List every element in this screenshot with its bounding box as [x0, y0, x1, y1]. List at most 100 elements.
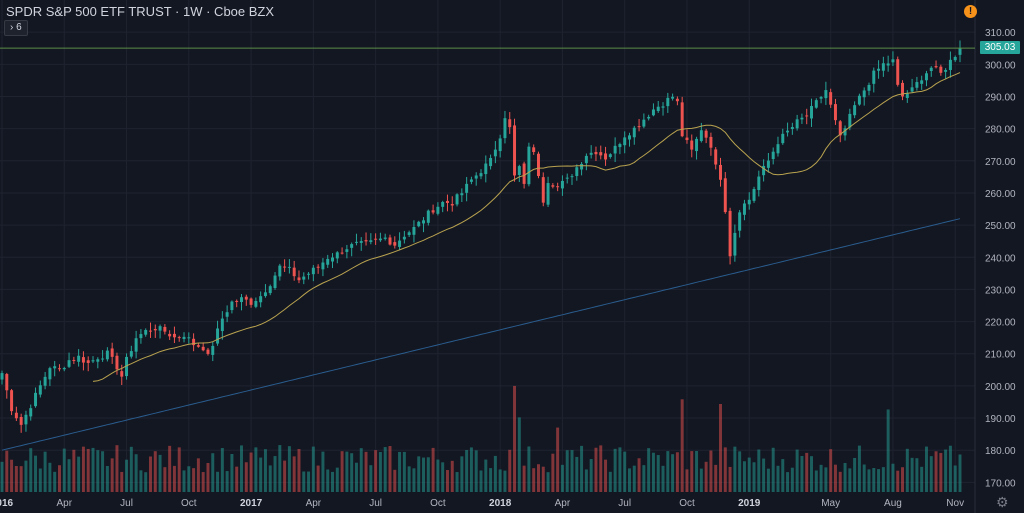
warning-icon[interactable]: !: [964, 5, 977, 18]
volume-bar: [685, 469, 689, 492]
candle-body: [493, 149, 497, 157]
candle-body: [771, 151, 775, 160]
volume-bar: [489, 468, 493, 492]
candle-body: [469, 179, 473, 182]
volume-bar: [19, 466, 23, 492]
y-tick-label: 170.00: [985, 478, 1016, 489]
candle-body: [953, 57, 957, 61]
candle-body: [905, 93, 909, 99]
volume-bar: [944, 449, 948, 492]
candle-body: [216, 328, 220, 344]
volume-bar: [953, 465, 957, 492]
x-tick-label: Oct: [679, 498, 695, 509]
volume-bar: [359, 448, 363, 492]
volume-bar: [532, 468, 536, 492]
volume-bar: [211, 453, 215, 492]
volume-bar: [474, 450, 478, 492]
candle-body: [235, 300, 239, 302]
volume-bar: [43, 451, 47, 492]
candle-body: [508, 119, 512, 128]
volume-bar: [714, 464, 718, 492]
candle-body: [158, 326, 162, 331]
volume-bar: [436, 459, 440, 492]
x-tick-label: 2018: [489, 498, 512, 509]
candle-body: [517, 166, 521, 175]
volume-bar: [129, 446, 133, 492]
volume-bar: [426, 457, 430, 492]
candle-body: [762, 165, 766, 176]
volume-bar: [57, 465, 61, 492]
volume-bar: [632, 465, 636, 492]
candle-body: [738, 212, 742, 231]
volume-bar: [441, 462, 445, 492]
volume-bar: [182, 470, 186, 492]
volume-bar: [771, 447, 775, 492]
volume-bar: [287, 446, 291, 492]
candle-body: [824, 90, 828, 99]
candle-body: [637, 126, 641, 128]
y-tick-label: 280.00: [985, 125, 1016, 136]
volume-bar: [757, 449, 761, 492]
volume-bar: [747, 457, 751, 492]
candle-body: [431, 210, 435, 213]
candle-body: [393, 242, 397, 246]
volume-bar: [321, 451, 325, 492]
volume-bar: [316, 465, 320, 492]
candle-body: [426, 210, 430, 223]
candle-body: [781, 133, 785, 144]
candle-body: [211, 345, 215, 355]
candle-body: [747, 199, 751, 205]
candle-body: [335, 252, 339, 259]
candle-body: [5, 374, 9, 391]
candle-body: [489, 157, 493, 167]
candle-body: [613, 145, 617, 154]
x-axis: 2016 Apr Jul Oct 2017 Apr Jul Oct 2018 Apr Jul Oct 2…: [0, 498, 964, 509]
volume-bar: [527, 446, 531, 492]
volume-bar: [340, 451, 344, 492]
volume-bar: [786, 472, 790, 492]
volume-bar: [326, 469, 330, 492]
volume-bar: [604, 459, 608, 492]
candle-body: [800, 117, 804, 120]
volume-bar: [843, 463, 847, 492]
y-axis: 170.00 180.00 190.00 200.00 210.00 220.00 230.…: [985, 28, 1016, 489]
volume-bar: [81, 446, 85, 492]
volume-bar: [536, 464, 540, 492]
candle-body: [254, 301, 258, 307]
chart-title[interactable]: SPDR S&P 500 ETF TRUST · 1W · Cboe BZX: [6, 4, 275, 19]
candle-body: [843, 128, 847, 136]
volume-bar: [503, 470, 507, 492]
candle-body: [733, 232, 737, 256]
volume-bar: [307, 471, 311, 492]
candle-body: [498, 138, 502, 152]
volume-bar: [225, 471, 229, 492]
volume-bar: [671, 454, 675, 492]
candle-body: [196, 345, 200, 347]
volume-bar: [134, 454, 138, 492]
volume-bar: [292, 456, 296, 492]
volume-bar: [168, 445, 172, 492]
volume-bar: [810, 456, 813, 492]
candle-body: [632, 127, 636, 138]
volume-bar: [838, 471, 842, 492]
volume-bar: [824, 467, 828, 492]
candle-body: [201, 346, 205, 351]
indicators-collapse-button[interactable]: › 6: [4, 20, 28, 36]
candle-body: [805, 115, 809, 117]
y-tick-label: 310.00: [985, 28, 1016, 39]
gear-icon[interactable]: ⚙: [996, 494, 1009, 510]
candle-body: [599, 152, 603, 156]
candle-body: [618, 144, 622, 148]
candle-body: [924, 73, 928, 81]
volume-bar: [656, 455, 660, 492]
candle-body: [192, 338, 196, 346]
volume-bar: [623, 451, 627, 492]
volume-bar: [513, 385, 517, 492]
volume-bar: [407, 466, 411, 492]
volume-bar: [450, 460, 454, 492]
candle-body: [105, 350, 109, 360]
volume-bar: [378, 452, 382, 492]
candle-body: [886, 63, 890, 66]
volume-bar: [196, 458, 200, 492]
